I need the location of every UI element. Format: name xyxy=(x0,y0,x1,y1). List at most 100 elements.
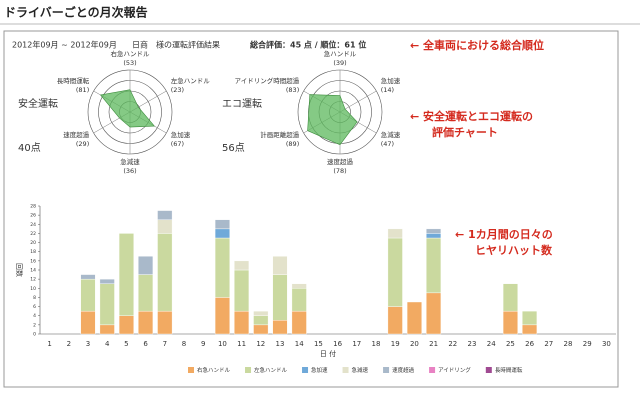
legend-swatch xyxy=(383,367,390,373)
bar-segment xyxy=(214,219,230,230)
bar-segment xyxy=(214,228,230,239)
legend-label: 右急ハンドル xyxy=(197,366,231,374)
radar-axis-label: 右急ハンドル xyxy=(111,49,151,58)
y-tick-label: 20 xyxy=(30,240,36,246)
x-tick-label: 17 xyxy=(352,340,361,348)
x-tick-label: 20 xyxy=(410,340,419,348)
radar-value-label: (23) xyxy=(171,86,184,94)
bar-segment xyxy=(426,292,442,335)
x-tick-label: 8 xyxy=(182,340,186,348)
radar-score: 40点 xyxy=(18,142,41,154)
x-tick-label: 15 xyxy=(314,340,323,348)
radar-axis-label: アイドリング時間超過 xyxy=(235,76,300,85)
bar-segment xyxy=(157,310,173,335)
y-tick-label: 16 xyxy=(30,258,36,264)
radar-value-label: (83) xyxy=(286,86,299,94)
radar-spoke xyxy=(339,90,377,113)
bar-segment xyxy=(502,310,518,335)
radar-axis-label: 左急ハンドル xyxy=(171,76,211,85)
radar-area xyxy=(99,89,156,128)
bar-segment xyxy=(426,233,442,239)
radar-score: 56点 xyxy=(222,142,245,154)
x-tick-label: 5 xyxy=(124,340,128,348)
bar-segment xyxy=(406,301,422,335)
bar-segment xyxy=(387,306,403,335)
bar-segment xyxy=(522,324,538,335)
radar-title: 安全運転 xyxy=(18,97,58,110)
radar-value-label: (14) xyxy=(381,86,394,94)
x-tick-label: 21 xyxy=(429,340,438,348)
radar-value-label: (81) xyxy=(76,86,89,94)
radar-axis-label: 長時間運転 xyxy=(57,76,90,85)
x-tick-label: 24 xyxy=(487,340,496,348)
x-tick-label: 13 xyxy=(276,340,285,348)
y-tick-label: 22 xyxy=(30,231,36,237)
bar-segment xyxy=(272,256,288,275)
legend-label: 急加速 xyxy=(311,366,328,374)
radar-value-label: (53) xyxy=(123,59,136,67)
bar-segment xyxy=(138,256,154,275)
bar-segment xyxy=(272,274,288,321)
bar-segment xyxy=(502,283,518,312)
y-tick-label: 12 xyxy=(30,277,36,283)
bar-segment xyxy=(138,274,154,312)
bar-segment xyxy=(253,324,269,335)
radar-axis-label: 急ハンドル xyxy=(324,49,357,58)
bar-segment xyxy=(80,274,96,280)
legend-swatch xyxy=(245,367,252,373)
annotation: ← 1カ月間の日々の xyxy=(455,228,553,241)
bar-segment xyxy=(291,288,307,312)
legend-label: 長時間運転 xyxy=(495,366,523,374)
bar-segment xyxy=(118,315,134,335)
annotation: ← 安全運転とエコ運転の xyxy=(410,109,533,123)
y-tick-label: 6 xyxy=(33,304,36,310)
bar-segment xyxy=(234,260,250,271)
annotation: ヒヤリハット数 xyxy=(475,243,553,257)
page-title: ドライバーごとの月次報告 xyxy=(4,5,148,20)
bar-segment xyxy=(291,310,307,335)
x-tick-label: 2 xyxy=(67,340,71,348)
x-tick-label: 28 xyxy=(564,340,573,348)
legend-label: 左急ハンドル xyxy=(254,366,288,374)
bar-segment xyxy=(214,237,230,298)
radar-axis-label: 急加速 xyxy=(381,76,401,85)
x-tick-label: 11 xyxy=(237,340,246,348)
x-tick-label: 12 xyxy=(256,340,265,348)
x-tick-label: 16 xyxy=(333,340,342,348)
legend-swatch xyxy=(342,367,349,373)
radar-value-label: (67) xyxy=(171,140,184,148)
bar-segment xyxy=(157,210,173,220)
radar-value-label: (89) xyxy=(286,140,299,148)
bar-segment xyxy=(214,297,230,335)
y-tick-label: 26 xyxy=(30,213,36,219)
legend-label: 速度超過 xyxy=(392,366,415,374)
x-tick-label: 22 xyxy=(448,340,457,348)
legend-swatch xyxy=(188,367,194,373)
y-tick-label: 14 xyxy=(30,268,36,274)
y-tick-label: 0 xyxy=(33,332,36,338)
radar-axis-label: 急減速 xyxy=(120,157,140,166)
bar-segment xyxy=(99,324,115,335)
x-tick-label: 27 xyxy=(544,340,553,348)
x-tick-label: 30 xyxy=(602,340,611,348)
y-tick-label: 18 xyxy=(30,249,36,255)
x-tick-label: 14 xyxy=(295,340,304,348)
annotation: ← 全車両における総合順位 xyxy=(410,38,544,52)
x-tick-label: 3 xyxy=(86,340,90,348)
y-axis-title: 回数 xyxy=(15,263,24,277)
legend-label: 急減速 xyxy=(352,366,369,374)
bar-segment xyxy=(80,310,96,335)
bar-segment xyxy=(291,283,307,289)
bar-segment xyxy=(522,310,538,326)
radar-value-label: (39) xyxy=(333,59,346,67)
y-tick-label: 10 xyxy=(30,286,36,292)
bar-segment xyxy=(387,228,403,239)
y-tick-label: 8 xyxy=(33,295,36,301)
bar-segment xyxy=(426,237,442,294)
bar-segment xyxy=(157,233,173,312)
x-tick-label: 18 xyxy=(372,340,381,348)
x-tick-label: 19 xyxy=(391,340,400,348)
bar-segment xyxy=(387,237,403,307)
panel xyxy=(3,30,619,388)
